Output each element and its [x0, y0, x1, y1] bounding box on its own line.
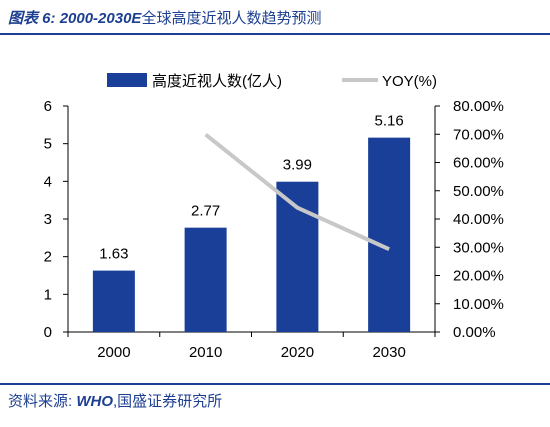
source-note: 资料来源: WHO,国盛证券研究所 — [8, 389, 222, 415]
bar — [184, 227, 227, 332]
bar-value-label: 3.99 — [283, 157, 312, 174]
axes: 01234560.00%10.00%20.00%30.00%40.00%50.0… — [44, 98, 504, 361]
source-divider — [0, 383, 550, 385]
y2-tick-label: 10.00% — [453, 296, 504, 313]
y2-tick-label: 60.00% — [453, 155, 504, 172]
title-text: 全球高度近视人数趋势预测 — [141, 10, 322, 27]
y2-tick-label: 30.00% — [453, 239, 504, 256]
figure-label: 图表 6: — [8, 10, 56, 27]
y-tick-label: 4 — [44, 173, 52, 190]
x-tick-label: 2000 — [97, 344, 130, 361]
y-tick-label: 5 — [44, 136, 52, 153]
y2-tick-label: 20.00% — [453, 268, 504, 285]
y-tick-label: 2 — [44, 249, 52, 266]
source-prefix: 资料来源: — [8, 393, 73, 410]
yoy-line — [204, 132, 390, 252]
x-tick-label: 2010 — [189, 344, 222, 361]
title-divider — [0, 33, 550, 35]
y2-tick-label: 0.00% — [453, 324, 496, 341]
x-tick-label: 2020 — [281, 344, 314, 361]
legend-label-line: YOY(%) — [382, 73, 437, 90]
yoy-line-path — [204, 132, 390, 252]
y2-tick-label: 40.00% — [453, 211, 504, 228]
bars — [92, 137, 411, 332]
y-tick-label: 1 — [44, 286, 52, 303]
data-labels: 1.63 2.77 3.99 5.16 — [99, 113, 403, 263]
bar — [92, 270, 135, 332]
y-tick-label: 6 — [44, 98, 52, 115]
bar-value-label: 1.63 — [99, 246, 128, 263]
legend-swatch-bar — [107, 73, 147, 87]
figure-title: 图表 6: 2000-2030E全球高度近视人数趋势预测 — [8, 6, 321, 32]
source-who: WHO — [76, 393, 114, 410]
bar-value-label: 2.77 — [191, 203, 220, 220]
legend-label-bar: 高度近视人数(亿人) — [152, 73, 282, 90]
y2-tick-label: 70.00% — [453, 126, 504, 143]
source-suffix: ,国盛证券研究所 — [113, 393, 223, 410]
bar — [276, 181, 319, 332]
y2-tick-label: 50.00% — [453, 183, 504, 200]
x-tick-label: 2030 — [372, 344, 405, 361]
bar — [368, 137, 411, 332]
y-tick-label: 3 — [44, 211, 52, 228]
y2-tick-label: 80.00% — [453, 98, 504, 115]
title-range: 2000-2030E — [59, 10, 142, 27]
y-tick-label: 0 — [44, 324, 52, 341]
legend: 高度近视人数(亿人) YOY(%) — [107, 73, 437, 90]
bar-value-label: 5.16 — [375, 113, 404, 130]
